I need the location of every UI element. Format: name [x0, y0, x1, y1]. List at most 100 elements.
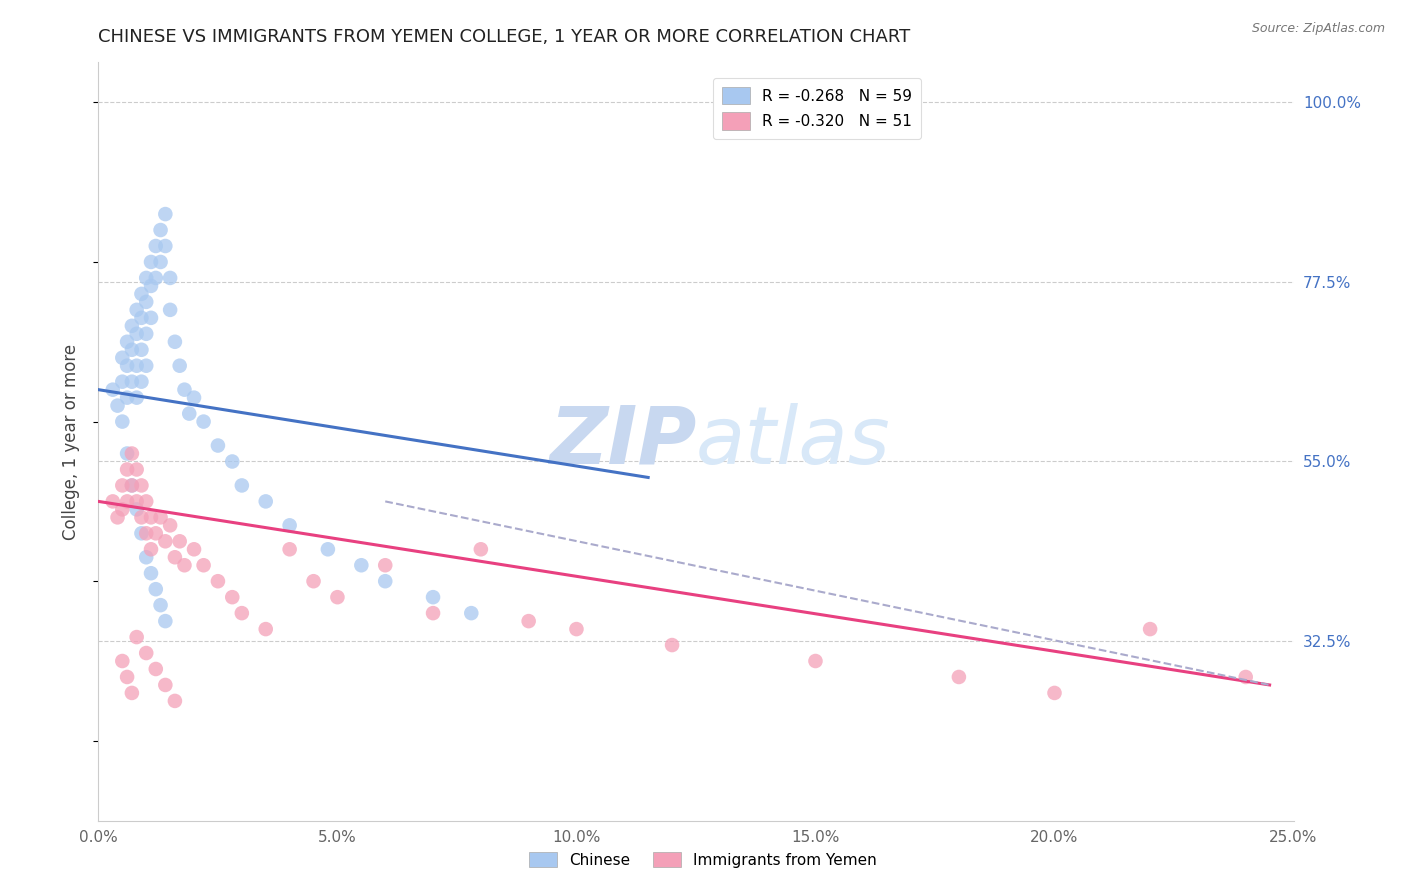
Point	[517, 614, 540, 628]
Point	[139, 310, 162, 325]
Point	[135, 326, 157, 341]
Text: atlas: atlas	[696, 402, 891, 481]
Point	[804, 654, 827, 668]
Point	[125, 326, 148, 341]
Point	[169, 359, 191, 373]
Point	[145, 582, 167, 597]
Point	[111, 415, 134, 429]
Point	[135, 526, 157, 541]
Point	[173, 383, 195, 397]
Point	[115, 494, 138, 508]
Point	[131, 310, 153, 325]
Point	[131, 286, 153, 301]
Point	[155, 207, 177, 221]
Point	[131, 478, 153, 492]
Point	[193, 415, 215, 429]
Point	[231, 478, 253, 492]
Point	[125, 630, 148, 644]
Point	[470, 542, 492, 557]
Point	[159, 271, 181, 285]
Point	[163, 334, 186, 349]
Point	[159, 518, 181, 533]
Point	[125, 502, 148, 516]
Point	[155, 239, 177, 253]
Point	[149, 510, 172, 524]
Point	[115, 670, 138, 684]
Point	[316, 542, 339, 557]
Point	[221, 590, 243, 604]
Point	[1234, 670, 1257, 684]
Point	[374, 574, 396, 589]
Point	[111, 351, 134, 365]
Point	[107, 399, 129, 413]
Point	[149, 223, 172, 237]
Point	[115, 334, 138, 349]
Point	[107, 510, 129, 524]
Point	[131, 526, 153, 541]
Point	[121, 343, 143, 357]
Point	[115, 391, 138, 405]
Point	[139, 255, 162, 269]
Point	[139, 510, 162, 524]
Point	[125, 494, 148, 508]
Point	[111, 654, 134, 668]
Point	[135, 550, 157, 565]
Point	[101, 494, 124, 508]
Point	[155, 678, 177, 692]
Point	[101, 383, 124, 397]
Point	[121, 686, 143, 700]
Point	[163, 550, 186, 565]
Point	[139, 542, 162, 557]
Point	[422, 590, 444, 604]
Point	[231, 606, 253, 620]
Point	[139, 279, 162, 293]
Point	[121, 478, 143, 492]
Point	[111, 478, 134, 492]
Point	[121, 375, 143, 389]
Point	[145, 271, 167, 285]
Text: CHINESE VS IMMIGRANTS FROM YEMEN COLLEGE, 1 YEAR OR MORE CORRELATION CHART: CHINESE VS IMMIGRANTS FROM YEMEN COLLEGE…	[98, 28, 911, 45]
Point	[135, 494, 157, 508]
Point	[326, 590, 349, 604]
Point	[155, 614, 177, 628]
Point	[183, 391, 205, 405]
Point	[131, 343, 153, 357]
Point	[565, 622, 588, 636]
Point	[1043, 686, 1066, 700]
Point	[169, 534, 191, 549]
Point	[115, 446, 138, 460]
Point	[135, 646, 157, 660]
Point	[221, 454, 243, 468]
Point	[121, 318, 143, 333]
Point	[661, 638, 683, 652]
Point	[125, 359, 148, 373]
Point	[135, 359, 157, 373]
Point	[350, 558, 373, 573]
Point	[948, 670, 970, 684]
Point	[115, 462, 138, 476]
Point	[278, 542, 301, 557]
Legend: Chinese, Immigrants from Yemen: Chinese, Immigrants from Yemen	[522, 844, 884, 875]
Point	[207, 574, 229, 589]
Point	[121, 446, 143, 460]
Point	[422, 606, 444, 620]
Point	[278, 518, 301, 533]
Point	[125, 391, 148, 405]
Point	[460, 606, 482, 620]
Point	[135, 294, 157, 309]
Point	[302, 574, 325, 589]
Point	[1139, 622, 1161, 636]
Point	[179, 407, 201, 421]
Point	[131, 375, 153, 389]
Point	[135, 271, 157, 285]
Point	[193, 558, 215, 573]
Point	[149, 598, 172, 612]
Point	[145, 526, 167, 541]
Point	[173, 558, 195, 573]
Point	[111, 375, 134, 389]
Point	[125, 462, 148, 476]
Point	[183, 542, 205, 557]
Text: Source: ZipAtlas.com: Source: ZipAtlas.com	[1251, 22, 1385, 36]
Point	[139, 566, 162, 581]
Point	[115, 359, 138, 373]
